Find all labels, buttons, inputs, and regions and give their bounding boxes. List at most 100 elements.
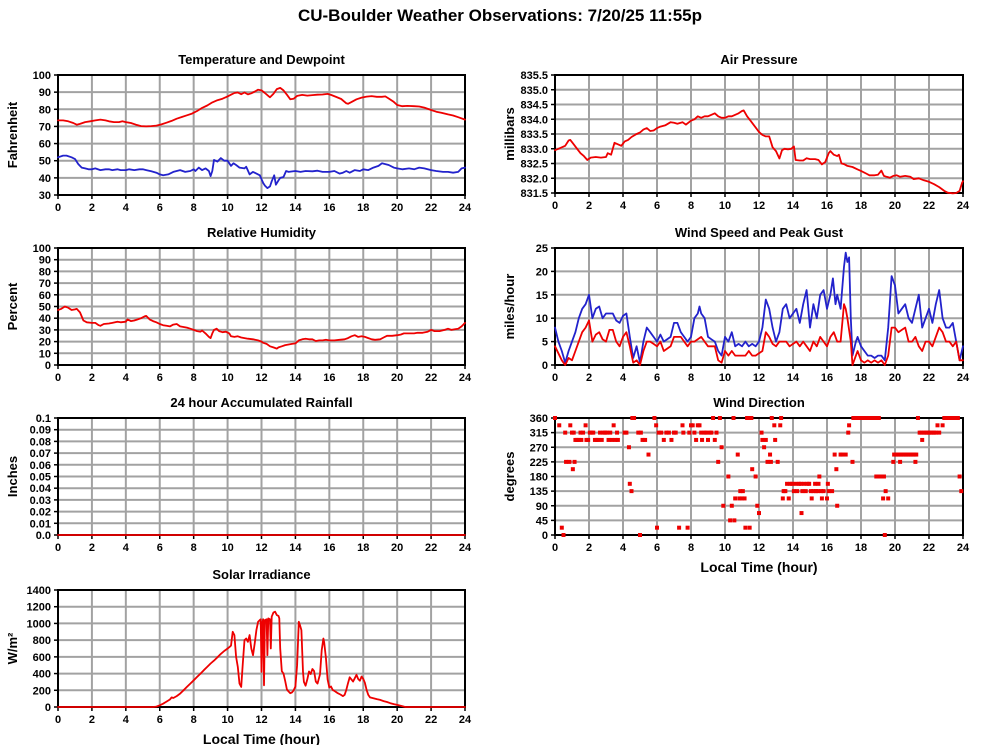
x-tick-label: 18 [357, 372, 369, 384]
x-tick-label: 4 [123, 542, 130, 554]
scatter-point [627, 481, 632, 486]
plot-frame [554, 247, 964, 366]
x-tick-label: 6 [654, 542, 660, 554]
chart-temperature-dewpoint: Temperature and Dewpoint 30 40 50 60 70 80 90 10… [0, 38, 500, 241]
scatter-point [646, 452, 651, 457]
x-tick-label: 20 [391, 202, 403, 214]
y-tick-label: 20 [536, 266, 548, 278]
rainfall-plot: 24 hour Accumulated Rainfall0.00.010.020… [5, 395, 472, 554]
scatter-point [886, 496, 891, 501]
scatter-point [850, 459, 855, 464]
x-tick-label: 8 [688, 372, 694, 384]
scatter-point [825, 481, 830, 486]
scatter-point [935, 423, 940, 428]
x-tick-label: 24 [459, 714, 472, 726]
y-tick-label: 200 [33, 685, 51, 697]
y-tick-label: 30 [39, 190, 51, 202]
scatter-point [615, 437, 620, 442]
x-tick-label: 10 [719, 200, 731, 212]
x-tick-label: 16 [323, 202, 335, 214]
scatter-point [731, 416, 736, 420]
x-tick-label: 24 [459, 372, 472, 384]
scatter-point [570, 467, 575, 472]
x-tick-label: 8 [191, 714, 197, 726]
y-tick-label: 60 [39, 290, 51, 302]
scatter-point [659, 430, 664, 435]
x-tick-label: 2 [89, 542, 95, 554]
scatter-point [769, 416, 774, 420]
scatter-point [721, 503, 726, 508]
scatter-point [652, 416, 657, 420]
x-axis-label: Local Time (hour) [203, 731, 320, 745]
x-tick-label: 18 [357, 542, 369, 554]
scatter-point [835, 503, 840, 508]
x-tick-label: 16 [821, 372, 833, 384]
y-tick-label: 0 [542, 360, 548, 372]
x-tick-label: 18 [855, 200, 867, 212]
scatter-point [553, 416, 557, 420]
y-tick-label: 100 [33, 243, 51, 255]
x-tick-label: 4 [123, 372, 130, 384]
scatter-point [716, 459, 721, 464]
scatter-point [586, 437, 591, 442]
y-tick-label: 0.09 [30, 425, 51, 437]
scatter-point [611, 423, 616, 428]
scatter-point [755, 503, 760, 508]
scatter-point [700, 437, 705, 442]
scatter-point [690, 423, 695, 428]
scatter-point [704, 430, 709, 435]
scatter-point [775, 459, 780, 464]
chart-solar-irradiance: Solar Irradiance 0 200 400 600 800 1000 1200 140… [0, 554, 500, 745]
chart-wind-direction: Wind Direction 0 45 90 135 180 225 270 315 360 0 2 4… [497, 382, 1000, 581]
scatter-point [564, 459, 569, 464]
scatter-point [737, 496, 742, 501]
scatter-point [783, 489, 788, 494]
y-tick-label: 833.5 [520, 129, 548, 141]
scatter-point [638, 533, 642, 537]
x-tick-label: 8 [688, 542, 694, 554]
x-tick-label: 12 [255, 202, 267, 214]
series-dewpoint [57, 154, 466, 190]
scatter-point [778, 423, 783, 428]
scatter-point [881, 474, 886, 479]
scatter-point [920, 437, 925, 442]
scatter-point [819, 489, 824, 494]
y-tick-label: 40 [39, 313, 51, 325]
x-tick-label: 0 [55, 372, 61, 384]
scatter-point [666, 430, 671, 435]
x-tick-label: 2 [89, 372, 95, 384]
y-tick-label: 0.05 [30, 472, 51, 484]
x-tick-label: 14 [289, 714, 302, 726]
y-tick-label: 1200 [27, 602, 51, 614]
scatter-point [572, 459, 577, 464]
y-tick-label: 70 [39, 278, 51, 290]
series-irradiance [57, 610, 466, 708]
x-tick-label: 22 [923, 542, 935, 554]
y-axis-label: miles/hour [502, 274, 517, 340]
scatter-point [632, 416, 637, 420]
scatter-point [728, 518, 733, 523]
x-tick-label: 24 [957, 372, 970, 384]
scatter-point [790, 481, 795, 486]
x-tick-label: 8 [191, 372, 197, 384]
x-tick-label: 6 [654, 372, 660, 384]
x-tick-label: 2 [89, 202, 95, 214]
scatter-point [576, 437, 581, 442]
y-tick-label: 80 [39, 266, 51, 278]
solar_irradiance-plot: Solar Irradiance020040060080010001200140… [5, 567, 472, 745]
x-tick-label: 0 [55, 714, 61, 726]
y-tick-label: 834.0 [520, 114, 548, 126]
scatter-point [768, 452, 773, 457]
plot-frame [57, 247, 466, 366]
x-tick-label: 16 [323, 372, 335, 384]
scatter-point [847, 423, 852, 428]
x-tick-label: 6 [157, 372, 163, 384]
series-peak_gust [554, 251, 964, 364]
scatter-point [957, 474, 962, 479]
scatter-point [821, 489, 826, 494]
scatter-point [709, 430, 714, 435]
x-tick-label: 24 [459, 202, 472, 214]
y-tick-label: 315 [530, 428, 548, 440]
scatter-point [557, 423, 562, 428]
